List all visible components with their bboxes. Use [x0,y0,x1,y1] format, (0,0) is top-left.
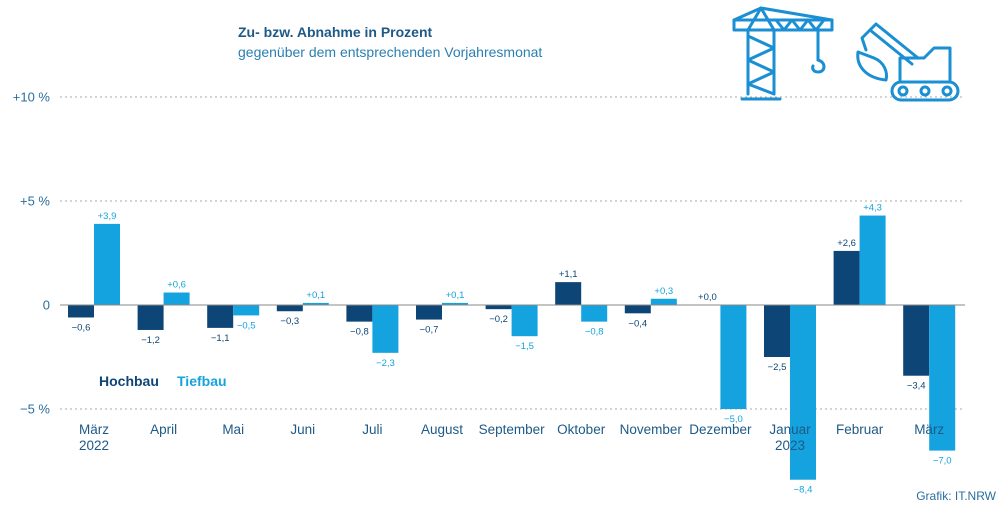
x-tick-label: Januar [769,422,811,437]
y-tick-label: −10 % [13,506,51,507]
excavator-icon [856,22,960,102]
data-label-tiefbau: +0,3 [654,286,673,297]
bar-hochbau [68,305,94,318]
y-axis-ticks: +25 %+20 %+15 %+10 %+5 %0−5 %−10 % [13,0,51,507]
bar-tiefbau [790,305,816,480]
bar-tiefbau [650,298,677,305]
bar-tiefbau [442,302,468,305]
data-label-hochbau: −0,2 [489,314,508,325]
data-label-hochbau: −0,4 [628,318,647,329]
bar-tiefbau [94,223,120,305]
x-tick-label: August [421,422,463,437]
bar-hochbau [764,305,790,357]
data-label-tiefbau: +0,1 [446,290,465,301]
data-label-hochbau: −1,1 [211,333,230,344]
chart-title: Zu- bzw. Abnahme in Prozent [238,24,433,40]
data-label-hochbau: −3,4 [907,381,926,392]
bar-hochbau [276,305,303,312]
bar-tiefbau [859,215,886,305]
data-label-hochbau: −0,8 [350,327,369,338]
x-tick-label: Juni [290,422,315,437]
y-tick-label: 0 [43,298,50,313]
data-label-hochbau: −0,6 [72,322,91,333]
data-label-tiefbau: −1,5 [515,341,534,352]
bar-tiefbau [163,292,190,305]
grid-lines [60,96,965,410]
y-tick-label: −5 % [20,402,50,417]
y-tick-label: +5 % [20,194,50,209]
bar-tiefbau [302,302,329,305]
legend-hochbau: Hochbau [99,373,159,389]
data-label-hochbau: −0,7 [420,325,439,336]
x-tick-label: März [79,422,109,437]
bar-tiefbau [372,305,399,353]
x-tick-label: April [150,422,177,437]
x-tick-label: Oktober [557,422,606,437]
data-label-hochbau: +0,0 [698,292,717,303]
data-label-tiefbau: −5,0 [724,414,743,425]
data-label-tiefbau: +0,6 [167,280,186,291]
data-label-hochbau: +2,6 [837,238,856,249]
data-label-hochbau: −2,5 [768,362,787,373]
bar-tiefbau [233,305,260,316]
data-label-tiefbau: −2,3 [376,358,395,369]
chart-subtitle: gegenüber dem entsprechenden Vorjahresmo… [238,44,542,60]
x-tick-label: März [914,422,944,437]
x-tick-label: November [620,422,683,437]
bars [68,215,956,480]
data-label-hochbau: −1,2 [141,335,160,346]
bar-hochbau [555,282,582,305]
bar-tiefbau [929,305,956,451]
data-label-hochbau: +1,1 [559,269,578,280]
y-tick-label: +15 % [13,0,51,1]
crane-icon [732,6,834,101]
data-label-tiefbau: −8,4 [794,485,813,496]
data-label-tiefbau: +4,3 [863,203,882,214]
x-tick-label: Mai [222,422,244,437]
bar-hochbau [485,305,512,310]
x-tick-label: Februar [836,422,884,437]
data-label-tiefbau: −0,5 [237,320,256,331]
x-tick-label: 2022 [79,438,109,453]
y-tick-label: +10 % [13,90,51,105]
bar-hochbau [833,250,860,305]
x-tick-label: September [479,422,546,437]
bar-tiefbau [720,305,747,409]
bar-hochbau [207,305,234,328]
legend-tiefbau: Tiefbau [177,373,227,389]
bar-hochbau [346,305,373,322]
x-tick-label: 2023 [775,438,805,453]
x-tick-label: Juli [362,422,382,437]
bar-hochbau [416,305,442,320]
bar-hochbau [137,305,164,330]
x-tick-label: Dezember [689,422,752,437]
data-labels: −0,6 −1,2 −1,1 −0,3 −0,8 −0,7 −0,2 +1,1 −0,4 +0,0… [72,203,952,496]
data-label-tiefbau: +3,9 [98,211,117,222]
bar-hochbau [624,305,651,314]
title-background [230,20,590,66]
credit-text: Grafik: IT.NRW [916,489,996,503]
bar-tiefbau [511,305,538,337]
data-label-hochbau: −0,3 [280,316,299,327]
data-label-tiefbau: +0,1 [306,290,325,301]
bar-hochbau [903,305,930,376]
data-label-tiefbau: −0,8 [585,327,604,338]
data-label-tiefbau: −7,0 [933,456,952,467]
bar-tiefbau [581,305,608,322]
